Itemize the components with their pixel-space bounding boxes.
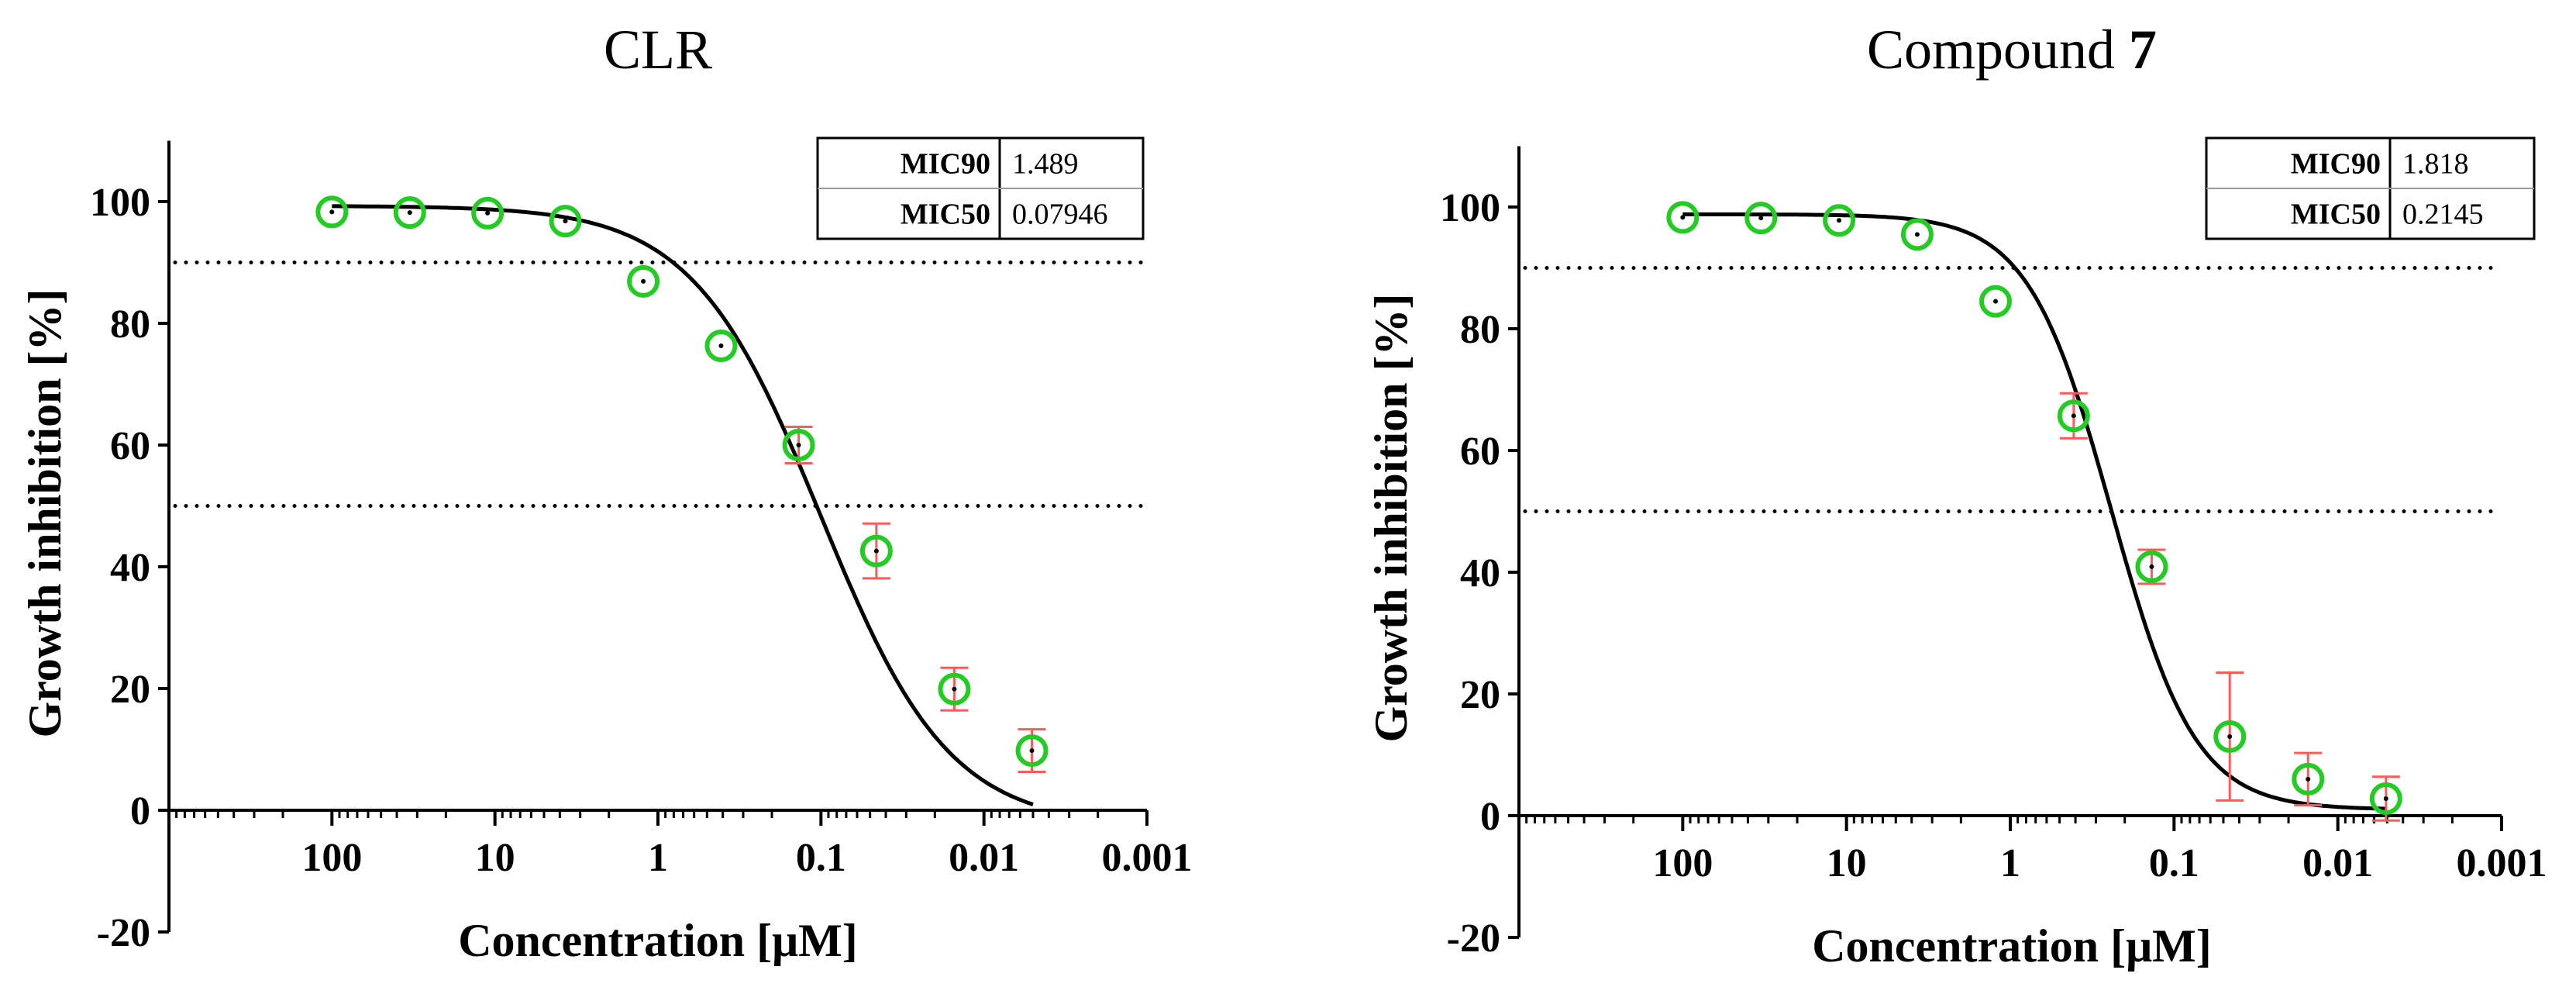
data-point: [704, 330, 738, 363]
data-point: [315, 195, 349, 229]
data-point-center: [641, 278, 646, 284]
y-tick-label: 0: [1480, 795, 1500, 839]
mic-value: 1.489: [1012, 148, 1079, 181]
data-point-center: [2383, 796, 2388, 802]
data-point: [1823, 204, 1856, 237]
x-tick-label: 0.01: [2302, 841, 2373, 885]
y-tick-label: 100: [1440, 186, 1500, 230]
x-tick-label: 100: [1652, 841, 1713, 885]
data-point-center: [485, 210, 491, 216]
data-point-center: [2071, 413, 2076, 419]
data-point: [2292, 762, 2325, 796]
y-tick-label: 40: [110, 546, 150, 590]
mic-table: MIC90 1.489 MIC50 0.07946: [816, 136, 1145, 240]
data-point-center: [718, 343, 724, 349]
data-point-center: [2227, 733, 2233, 739]
mic-label: MIC50: [2291, 198, 2381, 231]
mic-label: MIC90: [901, 148, 990, 181]
x-tick-label: 0.1: [796, 836, 846, 880]
y-tick-label: 80: [1460, 308, 1500, 352]
data-point: [471, 196, 505, 230]
chart-title-text: Compound: [1867, 19, 2129, 81]
chart-title-number: 7: [2129, 19, 2157, 81]
data-point: [782, 429, 815, 461]
y-tick-label: 60: [110, 424, 150, 468]
mic-value: 1.818: [2402, 148, 2469, 181]
data-point: [627, 264, 660, 298]
data-point-center: [1914, 232, 1920, 237]
x-tick-label: 0.001: [1102, 836, 1193, 880]
data-point: [2369, 782, 2402, 816]
data-point: [859, 534, 893, 568]
data-point-center: [796, 443, 801, 447]
data-point-center: [329, 209, 335, 215]
y-axis-label: Growth inhibition [%]: [19, 289, 71, 738]
data-point: [938, 672, 971, 706]
y-tick-label: 0: [130, 789, 150, 834]
x-tick-label: 1: [648, 836, 668, 880]
mic-label: MIC50: [901, 198, 990, 231]
data-point-center: [2149, 564, 2154, 569]
data-point-center: [2306, 776, 2311, 782]
y-tick-label: -20: [1447, 916, 1500, 961]
data-point-center: [1993, 299, 1998, 304]
data-point: [1979, 285, 2012, 318]
data-point: [2213, 720, 2247, 753]
x-tick-label: 0.1: [2149, 841, 2199, 885]
data-point-center: [1029, 748, 1035, 754]
x-tick-label: 0.001: [2457, 841, 2547, 885]
chart-panel-1: CLR -20 0 20 40 60 80 100 Growth inhibition [%] 1…: [19, 19, 1193, 966]
y-tick-label: 80: [110, 302, 150, 347]
fit-curve: [332, 204, 1034, 806]
x-tick-label: 10: [475, 836, 515, 880]
x-tick-label: 10: [1827, 841, 1867, 885]
x-tick-label: 1: [2000, 841, 2020, 885]
data-point: [549, 205, 582, 238]
data-point-center: [407, 210, 412, 216]
x-tick-label: 100: [301, 836, 362, 880]
data-point: [393, 196, 426, 230]
data-point-center: [563, 219, 568, 224]
x-axis-label: Concentration [μM]: [1812, 920, 2212, 972]
fit-curve: [1682, 212, 2388, 811]
data-point-center: [952, 686, 957, 692]
y-axis-label: Growth inhibition [%]: [1365, 294, 1417, 743]
y-tick-label: 60: [1460, 430, 1500, 474]
chart-panel-2: Compound 7 -20 0 20 40 60 80 100 Growth inhibiti…: [1365, 19, 2547, 972]
chart-title: CLR: [604, 19, 712, 81]
y-tick-label: 100: [90, 181, 150, 225]
data-point-center: [1680, 215, 1686, 220]
y-tick-label: 20: [1460, 673, 1500, 717]
data-point: [2135, 550, 2168, 583]
x-tick-label: 0.01: [949, 836, 1019, 880]
data-point: [1900, 218, 1934, 251]
y-tick-label: 20: [110, 668, 150, 712]
y-tick-label: 40: [1460, 551, 1500, 595]
data-point-center: [1758, 216, 1764, 221]
data-point: [2057, 399, 2090, 433]
data-point-center: [873, 548, 879, 554]
data-point: [1015, 734, 1049, 768]
x-axis-label: Concentration [μM]: [458, 915, 858, 966]
y-tick-label: -20: [97, 911, 150, 955]
mic-value: 0.2145: [2402, 198, 2484, 231]
chart-title: Compound 7: [1867, 19, 2157, 81]
mic-label: MIC90: [2291, 148, 2381, 181]
data-point: [1666, 201, 1700, 234]
data-point-center: [1837, 218, 1842, 223]
mic-table: MIC90 1.818 MIC50 0.2145: [2205, 136, 2536, 240]
mic-value: 0.07946: [1012, 198, 1108, 231]
data-point: [1744, 202, 1778, 235]
